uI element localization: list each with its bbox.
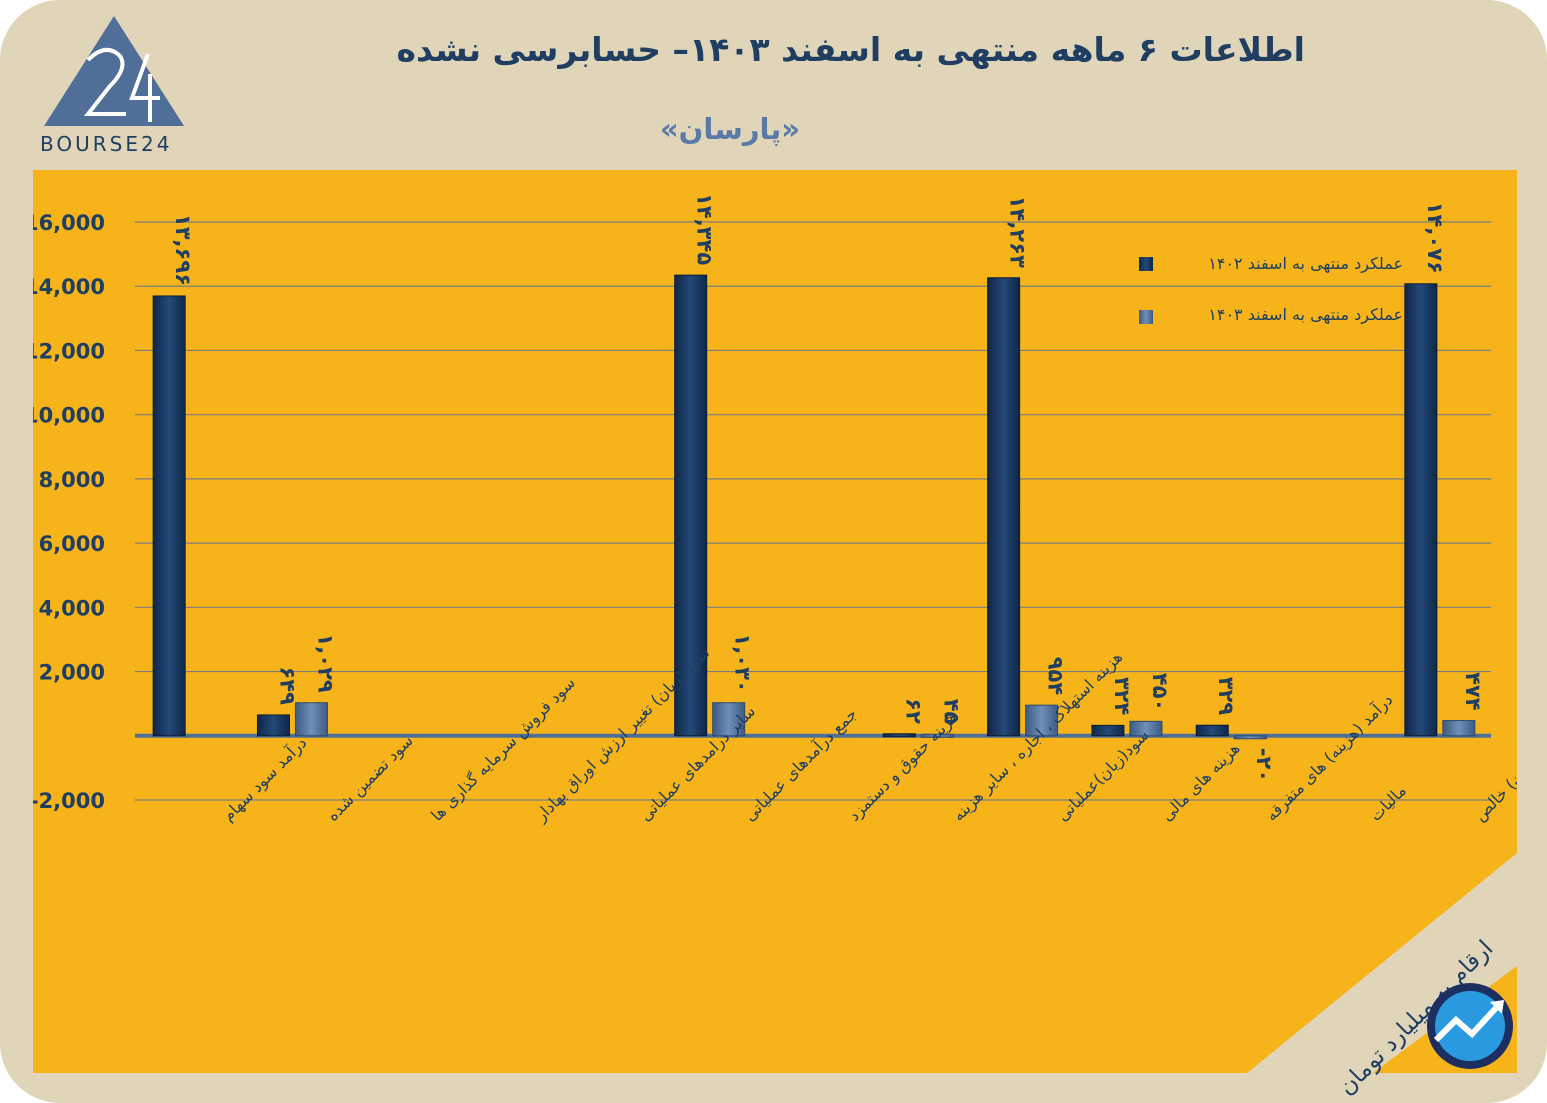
data-label-1403-12: ۴۷۴	[1461, 672, 1485, 711]
y-tick-label: 16,000	[33, 211, 105, 235]
page-subtitle: «پارسان»	[659, 112, 801, 146]
bar-1403-12	[1442, 720, 1476, 737]
data-label-1402-1: ۶۴۹	[275, 666, 299, 705]
legend-swatch-1403	[1139, 310, 1153, 324]
data-label-1403-5: ۱,۰۳۰	[731, 633, 755, 692]
trend-badge-icon	[1427, 983, 1513, 1069]
legend-label-1402: عملکرد منتهی به اسفند ۱۴۰۲	[1208, 254, 1403, 274]
logo-digit-2-icon	[83, 48, 126, 116]
y-tick-label: 8,000	[39, 468, 105, 492]
bars	[152, 274, 1476, 740]
y-axis-ticks: -2,000 2,000 4,000 6,000 8,000 10,000 12,000 14…	[33, 211, 105, 813]
bar-1403-10	[1233, 735, 1267, 740]
bar-1403-1	[294, 702, 328, 737]
bar-1403-9	[1129, 720, 1163, 737]
y-tick-label: 10,000	[33, 404, 105, 428]
y-tick-label: 4,000	[39, 596, 105, 620]
bar-1402-10	[1195, 724, 1229, 737]
data-labels: ۱۳,۶۹۶ ۶۴۹ ۱,۰۲۹ ۱۴,۳۴۵ ۱,۰۳۰ ۶۲ ۴۵ ۱۴,۲۶۳ ۹۵۴ ۳۲…	[171, 193, 1485, 782]
bar-1403-7	[920, 733, 954, 738]
data-label-1402-10: ۳۲۹	[1214, 677, 1238, 716]
logo-triangle-icon	[44, 16, 184, 126]
bar-1403-5	[712, 702, 746, 737]
bar-1402-5	[674, 274, 708, 737]
plot-background	[33, 170, 1517, 1073]
page-title: اطلاعات ۶ ماهه منتهی به اسفند ۱۴۰۳– حساب…	[396, 30, 1305, 69]
bourse24-logo	[44, 16, 184, 126]
data-label-1403-8: ۹۵۴	[1044, 657, 1068, 696]
bar-1403-8	[1025, 704, 1059, 737]
y-tick-label: 6,000	[39, 532, 105, 556]
logo-text: BOURSE24	[40, 132, 173, 156]
y-tick-label: -2,000	[33, 789, 105, 813]
data-label-1403-7: ۴۵	[939, 699, 963, 725]
legend-swatch-1402	[1139, 257, 1153, 271]
bar-1402-8	[987, 277, 1021, 737]
y-tick-label: 12,000	[33, 339, 105, 363]
chart-area: -2,000 2,000 4,000 6,000 8,000 10,000 12,000 14…	[33, 170, 1517, 1073]
y-tick-label: 2,000	[39, 661, 105, 685]
data-label-1402-5: ۱۴,۳۴۵	[693, 193, 717, 265]
data-label-1403-9: ۴۵۰	[1148, 673, 1172, 711]
bar-1402-12	[1404, 283, 1438, 737]
bar-1402-7	[882, 733, 916, 738]
data-label-1402-0: ۱۳,۶۹۶	[171, 214, 195, 286]
bar-1402-9	[1091, 724, 1125, 737]
data-label-1402-9: ۳۲۴	[1110, 677, 1134, 716]
data-label-1402-12: ۱۴,۰۷۶	[1423, 202, 1447, 274]
data-label-1403-10: -۲۰	[1252, 748, 1276, 782]
legend-label-1403: عملکرد منتهی به اسفند ۱۴۰۳	[1208, 305, 1403, 325]
legend: عملکرد منتهی به اسفند ۱۴۰۲ عملکرد منتهی …	[1139, 254, 1403, 325]
bar-1402-1	[256, 714, 290, 737]
data-label-1403-1: ۱,۰۲۹	[313, 633, 337, 692]
data-label-1402-8: ۱۴,۲۶۳	[1006, 196, 1030, 268]
y-tick-label: 14,000	[33, 275, 105, 299]
bar-1402-0	[152, 295, 186, 737]
logo-digit-4-icon	[129, 53, 160, 122]
bar-chart: -2,000 2,000 4,000 6,000 8,000 10,000 12,000 14…	[33, 170, 1517, 1073]
data-label-1402-7: ۶۲	[901, 698, 925, 724]
